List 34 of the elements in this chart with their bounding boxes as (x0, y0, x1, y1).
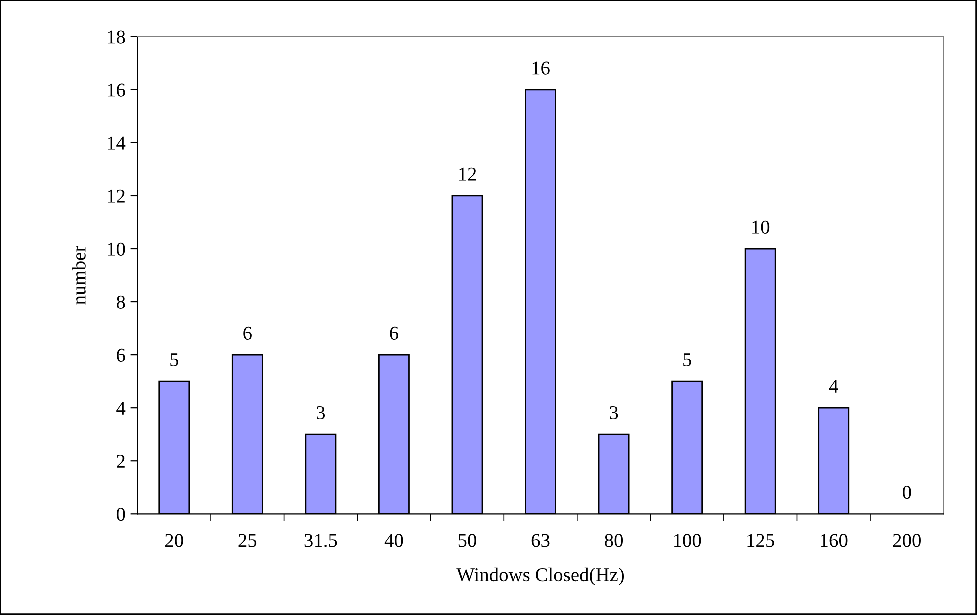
y-tick-label: 4 (116, 402, 126, 415)
y-tick-label: 2 (117, 454, 125, 468)
data-label: 6 (390, 326, 398, 340)
y-tick-label: 18 (108, 30, 126, 44)
x-tick-label: 125 (748, 534, 774, 548)
data-label: 3 (610, 406, 618, 420)
data-label: 0 (903, 486, 912, 500)
x-tick-label: 31.5 (304, 534, 338, 548)
x-tick-label: 200 (893, 534, 921, 548)
y-tick-label: 16 (108, 84, 126, 97)
x-axis-title: Windows Closed(Hz) (456, 568, 624, 586)
y-tick-label: 0 (116, 508, 126, 522)
data-label: 5 (170, 354, 178, 367)
y-tick-label: 14 (108, 136, 126, 150)
y-tick-label: 12 (108, 190, 125, 203)
x-tick-label: 160 (820, 534, 848, 548)
x-tick-label: 50 (458, 534, 476, 548)
y-tick-label: 8 (116, 296, 126, 309)
data-label: 16 (532, 62, 550, 75)
x-tick-label: 25 (238, 534, 257, 548)
data-label: 5 (684, 354, 692, 367)
y-tick-label: 6 (117, 348, 126, 362)
x-tick-label: 100 (674, 534, 702, 548)
x-tick-label: 40 (384, 534, 404, 548)
x-tick-label: 80 (605, 534, 624, 548)
data-label: 10 (752, 220, 770, 234)
y-tick-label: 10 (108, 242, 126, 256)
data-label: 12 (459, 168, 476, 181)
x-tick-label: 20 (166, 534, 184, 548)
data-label: 6 (244, 326, 252, 340)
x-tick-label: 63 (532, 534, 550, 548)
data-label: 4 (829, 380, 838, 393)
y-axis-title: number (72, 246, 86, 305)
data-label: 3 (317, 406, 326, 420)
